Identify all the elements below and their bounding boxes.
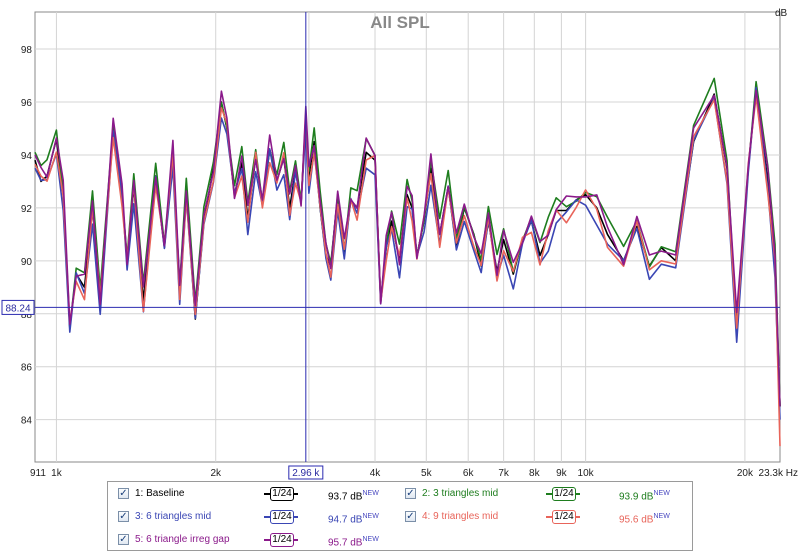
x-tick-label: 2k — [210, 468, 222, 479]
spl-chart: 84 86 88 90 92 94 96 98 911 1k 2k 4k 5k 6k 7k 8k 9k 10k 2… — [1, 8, 798, 480]
legend-checkbox[interactable]: ✓ — [118, 534, 129, 545]
x-tick-label: 7k — [498, 468, 510, 479]
y-tick-label: 96 — [21, 98, 33, 109]
y-tick-label: 84 — [21, 416, 33, 427]
smoothing-label: 1/24 — [270, 533, 294, 547]
smoothing-label: 1/24 — [552, 510, 576, 524]
value-text: 94.7 dB — [328, 514, 363, 526]
cursor-x-readout-box — [288, 465, 324, 480]
x-tick-label: 5k — [421, 468, 433, 479]
value-text: 93.9 dB — [619, 491, 654, 503]
grid-lines — [34, 11, 781, 463]
x-tick-label: 1k — [51, 468, 63, 479]
legend-series-name: 2: 3 triangles mid — [422, 488, 499, 499]
legend-item-6-triangles-mid[interactable]: ✓ 3: 6 triangles mid 1/24 94.7 dBNEW — [118, 507, 398, 527]
x-tick-label: 8k — [529, 468, 541, 479]
legend-checkbox[interactable]: ✓ — [405, 488, 416, 499]
value-text: 95.7 dB — [328, 537, 363, 549]
smoothing-swatch[interactable]: 1/24 — [264, 487, 298, 501]
smoothing-swatch[interactable]: 1/24 — [264, 510, 298, 524]
new-tag: NEW — [362, 490, 379, 497]
legend-panel: ✓ 1: Baseline 1/24 93.7 dBNEW ✓ 2: 3 tri… — [107, 481, 693, 551]
legend-series-value: 95.6 dBNEW — [619, 507, 670, 530]
legend-checkbox[interactable]: ✓ — [405, 511, 416, 522]
y-axis-unit-label: dB — [775, 8, 788, 19]
legend-item-6-triangle-irreg-gap[interactable]: ✓ 5: 6 triangle irreg gap 1/24 95.7 dBNE… — [118, 530, 398, 550]
series-line-5 — [34, 89, 781, 407]
x-tick-label: 6k — [463, 468, 475, 479]
plot-frame — [34, 11, 781, 463]
new-tag: NEW — [653, 513, 670, 520]
legend-series-value: 94.7 dBNEW — [328, 507, 379, 530]
cursor-x-readout: 2.96 k — [292, 468, 320, 479]
y-tick-label: 94 — [21, 151, 33, 162]
legend-checkbox[interactable]: ✓ — [118, 488, 129, 499]
cursor-y-readout: 88.24 — [5, 303, 30, 314]
smoothing-swatch[interactable]: 1/24 — [264, 533, 298, 547]
value-text: 95.6 dB — [619, 514, 654, 526]
legend-series-name: 3: 6 triangles mid — [135, 511, 212, 522]
y-axis: 84 86 88 90 92 94 96 98 — [21, 45, 33, 427]
value-text: 93.7 dB — [328, 491, 363, 503]
legend-item-3-triangles-mid[interactable]: ✓ 2: 3 triangles mid 1/24 93.9 dBNEW — [405, 484, 685, 504]
y-tick-label: 88 — [21, 310, 33, 321]
x-tick-label: 10k — [578, 468, 595, 479]
legend-series-name: 4: 9 triangles mid — [422, 511, 499, 522]
x-axis: 911 1k 2k 4k 5k 6k 7k 8k 9k 10k 20k 23.3k Hz — [30, 468, 798, 479]
smoothing-label: 1/24 — [270, 487, 294, 501]
cursor-y-readout-box — [1, 299, 35, 315]
y-tick-label: 98 — [21, 45, 33, 56]
x-tick-label: 911 — [30, 468, 46, 479]
smoothing-swatch[interactable]: 1/24 — [546, 510, 580, 524]
legend-series-value: 93.9 dBNEW — [619, 484, 670, 507]
legend-series-name: 5: 6 triangle irreg gap — [135, 534, 230, 545]
x-tick-label: 20k — [737, 468, 754, 479]
new-tag: NEW — [653, 490, 670, 497]
new-tag: NEW — [362, 513, 379, 520]
new-tag: NEW — [362, 536, 379, 543]
x-tick-label: 4k — [370, 468, 382, 479]
y-tick-label: 86 — [21, 363, 33, 374]
x-tick-label: 9k — [556, 468, 568, 479]
chart-title: All SPL — [370, 13, 430, 32]
x-tick-label: 23.3k Hz — [759, 468, 798, 479]
legend-series-value: 95.7 dBNEW — [328, 530, 379, 553]
y-tick-label: 90 — [21, 257, 33, 268]
smoothing-label: 1/24 — [552, 487, 576, 501]
series-line-3 — [34, 86, 781, 420]
legend-series-value: 93.7 dBNEW — [328, 484, 379, 507]
smoothing-label: 1/24 — [270, 510, 294, 524]
legend-item-baseline[interactable]: ✓ 1: Baseline 1/24 93.7 dBNEW — [118, 484, 398, 504]
y-tick-label: 92 — [21, 204, 33, 215]
legend-item-9-triangles-mid[interactable]: ✓ 4: 9 triangles mid 1/24 95.6 dBNEW — [405, 507, 685, 527]
legend-checkbox[interactable]: ✓ — [118, 511, 129, 522]
legend-series-name: 1: Baseline — [135, 488, 185, 499]
smoothing-swatch[interactable]: 1/24 — [546, 487, 580, 501]
series-lines — [34, 77, 781, 447]
series-line-4 — [34, 95, 781, 447]
